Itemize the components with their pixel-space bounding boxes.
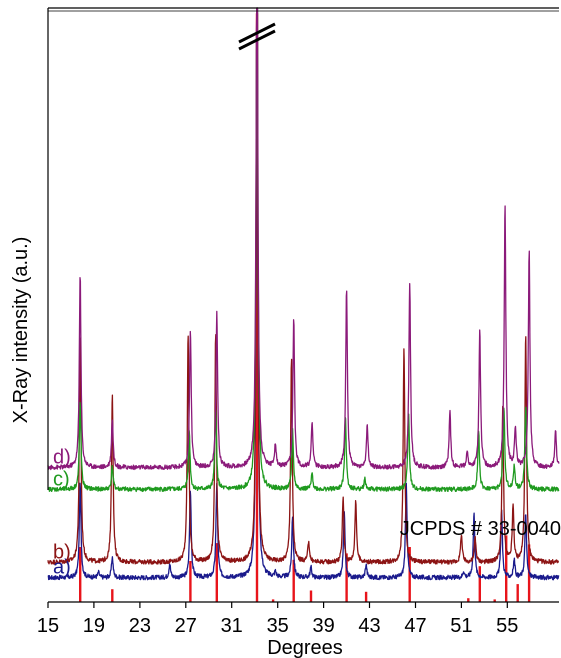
- x-tick-label: 23: [129, 615, 151, 637]
- series-line-a: [47, 7, 560, 581]
- axis-break-icon: [238, 22, 276, 51]
- x-tick-label: 55: [496, 615, 518, 637]
- series-line-c: [47, 7, 560, 493]
- x-tick-label: 19: [83, 615, 105, 637]
- x-tick-label: 35: [267, 615, 289, 637]
- break-line: [238, 22, 276, 44]
- y-axis-title: X-Ray intensity (a.u.): [10, 237, 32, 424]
- break-line: [238, 29, 276, 51]
- x-tick-label: 47: [404, 615, 426, 637]
- series-label: d): [53, 447, 71, 469]
- x-tick-label: 31: [221, 615, 243, 637]
- series-label: c): [53, 468, 70, 490]
- series-label: a): [53, 557, 71, 579]
- x-tick-label: 15: [37, 615, 59, 637]
- x-tick-label: 27: [175, 615, 197, 637]
- x-axis-title: Degrees: [267, 637, 343, 658]
- series-label: b): [53, 541, 71, 563]
- x-tick-label: 51: [450, 615, 472, 637]
- reference-label: JCPDS # 33-0040: [400, 518, 561, 540]
- x-tick-label: 43: [358, 615, 380, 637]
- plot-area: [47, 7, 560, 602]
- axes: [47, 7, 559, 603]
- x-axis-ticks: 15 19 23 27 31 35 39 43 47 51 55: [37, 602, 518, 637]
- series-line-d: [47, 7, 560, 471]
- series-line-b: [47, 7, 560, 565]
- x-tick-label: 39: [312, 615, 334, 637]
- series-labels: a)b) c)d): [53, 447, 71, 579]
